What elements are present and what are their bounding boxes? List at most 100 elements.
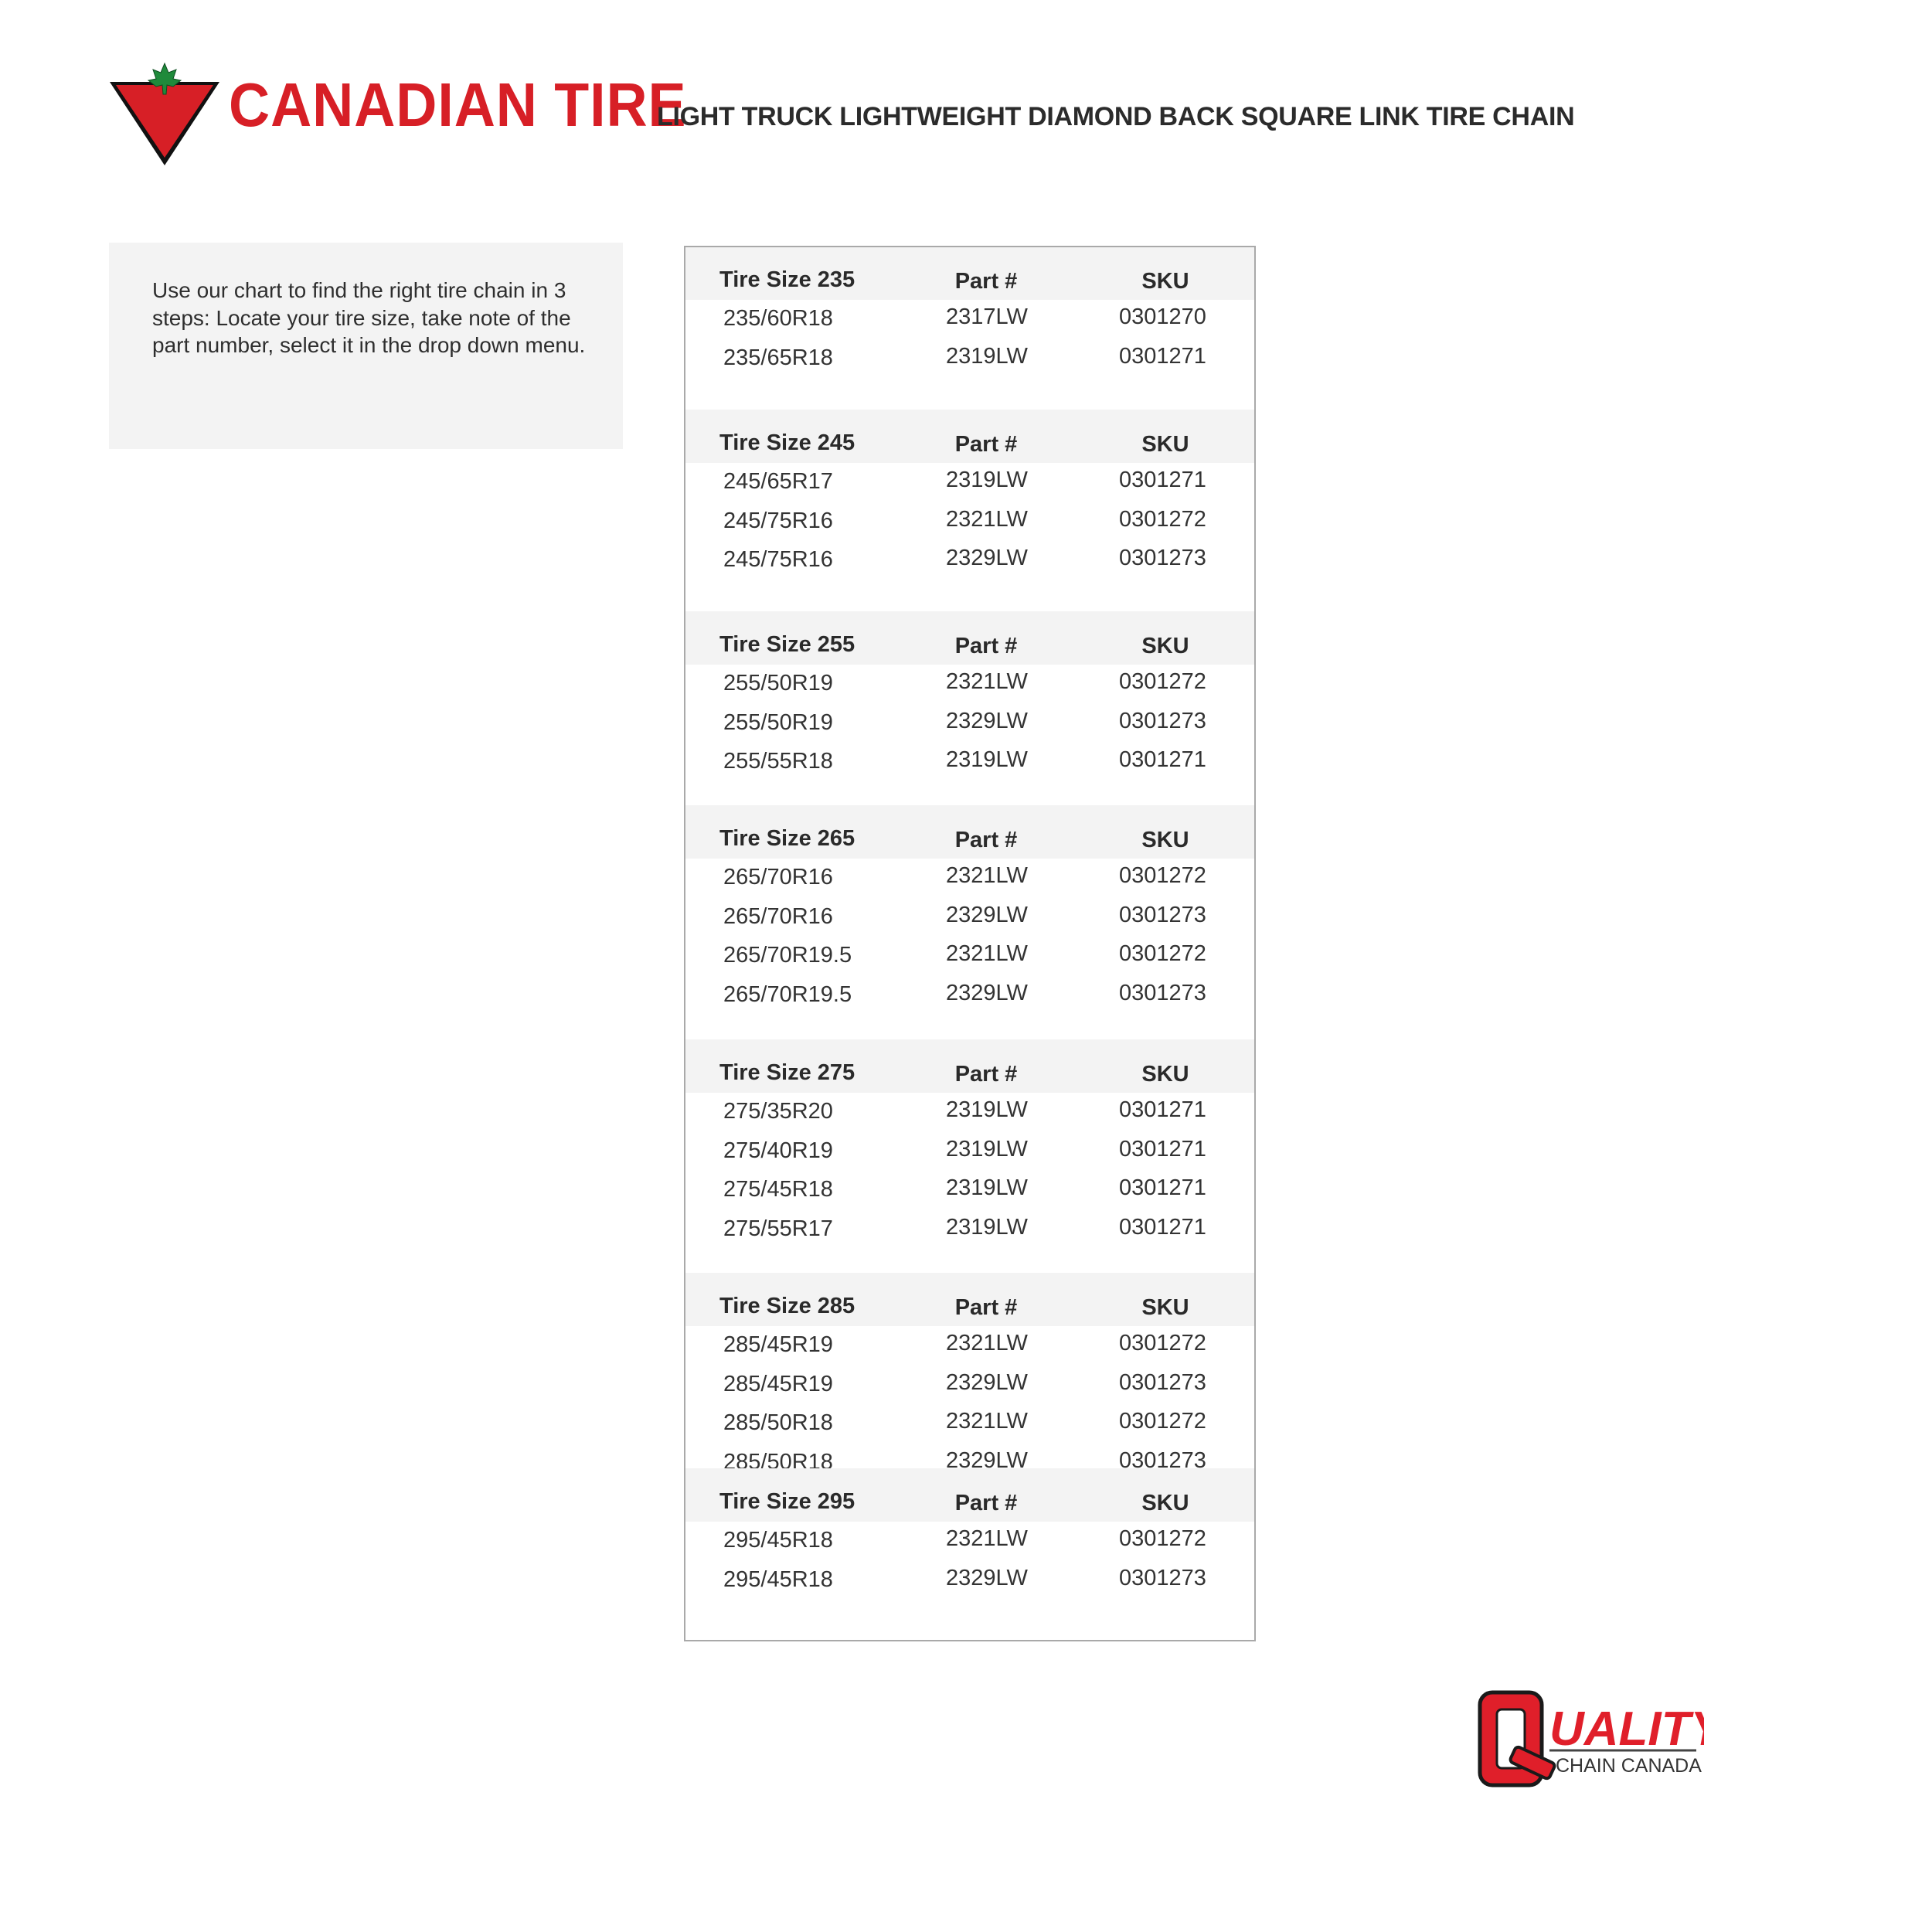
tire-size-cell: 245/75R16 <box>723 547 833 572</box>
part-number-cell: 2321LW <box>946 506 1028 532</box>
sku-cell: 0301272 <box>1119 506 1206 532</box>
group-title: Tire Size 295 <box>719 1489 855 1514</box>
part-number-cell: 2329LW <box>946 546 1028 570</box>
tire-size-cell: 265/70R16 <box>723 903 833 929</box>
part-number-cell: 2321LW <box>946 669 1028 694</box>
column-header-sku: SKU <box>1141 432 1189 457</box>
part-number-cell: 2319LW <box>946 1136 1028 1162</box>
column-header-part: Part # <box>954 432 1018 457</box>
instructions-text: Use our chart to find the right tire cha… <box>152 278 586 357</box>
group-title: Tire Size 255 <box>719 632 855 657</box>
part-number-cell: 2319LW <box>946 1214 1028 1240</box>
sku-cell: 0301271 <box>1119 468 1206 492</box>
tire-size-cell: 235/65R18 <box>723 345 833 370</box>
sku-cell: 0301273 <box>1119 980 1206 1005</box>
sku-cell: 0301270 <box>1119 304 1206 329</box>
part-number-cell: 2329LW <box>946 708 1028 733</box>
part-number-cell: 2321LW <box>946 1526 1028 1551</box>
tire-size-cell: 285/45R19 <box>723 1332 833 1357</box>
part-number-cell: 2321LW <box>946 1331 1028 1355</box>
column-header-part: Part # <box>954 1062 1018 1087</box>
part-number-cell: 2329LW <box>946 980 1028 1005</box>
group-header-band <box>685 1468 1254 1522</box>
group-header-band <box>685 611 1254 665</box>
part-number-cell: 2317LW <box>946 304 1028 329</box>
part-number-cell: 2319LW <box>946 343 1028 369</box>
tire-size-cell: 265/70R16 <box>723 865 833 889</box>
sku-cell: 0301272 <box>1119 1409 1206 1434</box>
group-title: Tire Size 285 <box>719 1294 855 1318</box>
column-header-part: Part # <box>954 828 1018 852</box>
group-header-band <box>685 247 1254 300</box>
part-number-cell: 2329LW <box>946 1565 1028 1590</box>
part-number-cell: 2321LW <box>946 941 1028 966</box>
part-number-cell: 2319LW <box>946 468 1028 492</box>
sku-cell: 0301271 <box>1119 1175 1206 1200</box>
part-number-cell: 2321LW <box>946 1409 1028 1434</box>
part-number-cell: 2329LW <box>946 1369 1028 1395</box>
column-header-sku: SKU <box>1141 1295 1189 1320</box>
tire-size-cell: 245/65R17 <box>723 469 833 494</box>
column-header-part: Part # <box>954 269 1018 294</box>
group-title: Tire Size 265 <box>719 826 855 851</box>
group-title: Tire Size 275 <box>719 1060 855 1085</box>
tire-size-cell: 275/40R19 <box>723 1138 833 1163</box>
tire-size-cell: 275/45R18 <box>723 1177 833 1202</box>
group-title: Tire Size 235 <box>719 267 855 292</box>
sku-cell: 0301272 <box>1119 1526 1206 1551</box>
group-header-band <box>685 1273 1254 1326</box>
group-title: Tire Size 245 <box>719 430 855 455</box>
chain-canada-text: CHAIN CANADA <box>1556 1755 1702 1777</box>
sku-cell: 0301273 <box>1119 1565 1206 1590</box>
tire-size-cell: 255/50R19 <box>723 709 833 735</box>
tire-size-cell: 285/50R18 <box>723 1410 833 1435</box>
column-header-sku: SKU <box>1141 269 1189 294</box>
tire-chain-size-chart: Tire Size 235 Part # SKU 235/60R18 2317LW 030… <box>684 246 1256 1641</box>
tire-size-cell: 255/50R19 <box>723 671 833 696</box>
column-header-part: Part # <box>954 1295 1018 1320</box>
sku-cell: 0301272 <box>1119 941 1206 966</box>
part-number-cell: 2319LW <box>946 747 1028 772</box>
sku-cell: 0301273 <box>1119 546 1206 570</box>
sku-cell: 0301272 <box>1119 669 1206 694</box>
instructions-box: Use our chart to find the right tire cha… <box>109 243 623 449</box>
tire-size-cell: 275/55R17 <box>723 1216 833 1241</box>
sku-cell: 0301271 <box>1119 1097 1206 1122</box>
tire-size-cell: 235/60R18 <box>723 306 833 331</box>
sku-cell: 0301271 <box>1119 747 1206 772</box>
sku-cell: 0301272 <box>1119 1331 1206 1355</box>
part-number-cell: 2319LW <box>946 1097 1028 1122</box>
sku-cell: 0301273 <box>1119 708 1206 733</box>
part-number-cell: 2329LW <box>946 902 1028 927</box>
sku-cell: 0301271 <box>1119 1136 1206 1162</box>
page-title: LIGHT TRUCK LIGHTWEIGHT DIAMOND BACK SQU… <box>657 102 1575 131</box>
tire-size-cell: 255/55R18 <box>723 749 833 774</box>
column-header-sku: SKU <box>1141 1491 1189 1515</box>
quality-chain-canada-logo: UALITY CHAIN CANADA <box>1478 1690 1704 1787</box>
tire-size-cell: 295/45R18 <box>723 1566 833 1592</box>
sku-cell: 0301271 <box>1119 1214 1206 1240</box>
tire-size-cell: 285/45R19 <box>723 1371 833 1396</box>
tire-size-cell: 275/35R20 <box>723 1099 833 1124</box>
sku-cell: 0301272 <box>1119 863 1206 888</box>
column-header-part: Part # <box>954 634 1018 658</box>
part-number-cell: 2321LW <box>946 863 1028 888</box>
sku-cell: 0301273 <box>1119 1369 1206 1395</box>
tire-size-cell: 265/70R19.5 <box>723 943 852 968</box>
quality-word: UALITY <box>1549 1702 1704 1756</box>
group-header-band <box>685 1039 1254 1093</box>
column-header-sku: SKU <box>1141 634 1189 658</box>
group-header-band <box>685 410 1254 463</box>
canadian-tire-triangle-logo <box>110 62 219 165</box>
column-header-part: Part # <box>954 1491 1018 1515</box>
tire-size-cell: 295/45R18 <box>723 1528 833 1553</box>
part-number-cell: 2319LW <box>946 1175 1028 1200</box>
sku-cell: 0301273 <box>1119 902 1206 927</box>
column-header-sku: SKU <box>1141 828 1189 852</box>
sku-cell: 0301271 <box>1119 343 1206 369</box>
column-header-sku: SKU <box>1141 1062 1189 1087</box>
tire-size-cell: 265/70R19.5 <box>723 981 852 1007</box>
group-header-band <box>685 805 1254 859</box>
tire-size-cell: 245/75R16 <box>723 508 833 533</box>
canadian-tire-wordmark: CANADIAN TIRE <box>229 70 687 139</box>
